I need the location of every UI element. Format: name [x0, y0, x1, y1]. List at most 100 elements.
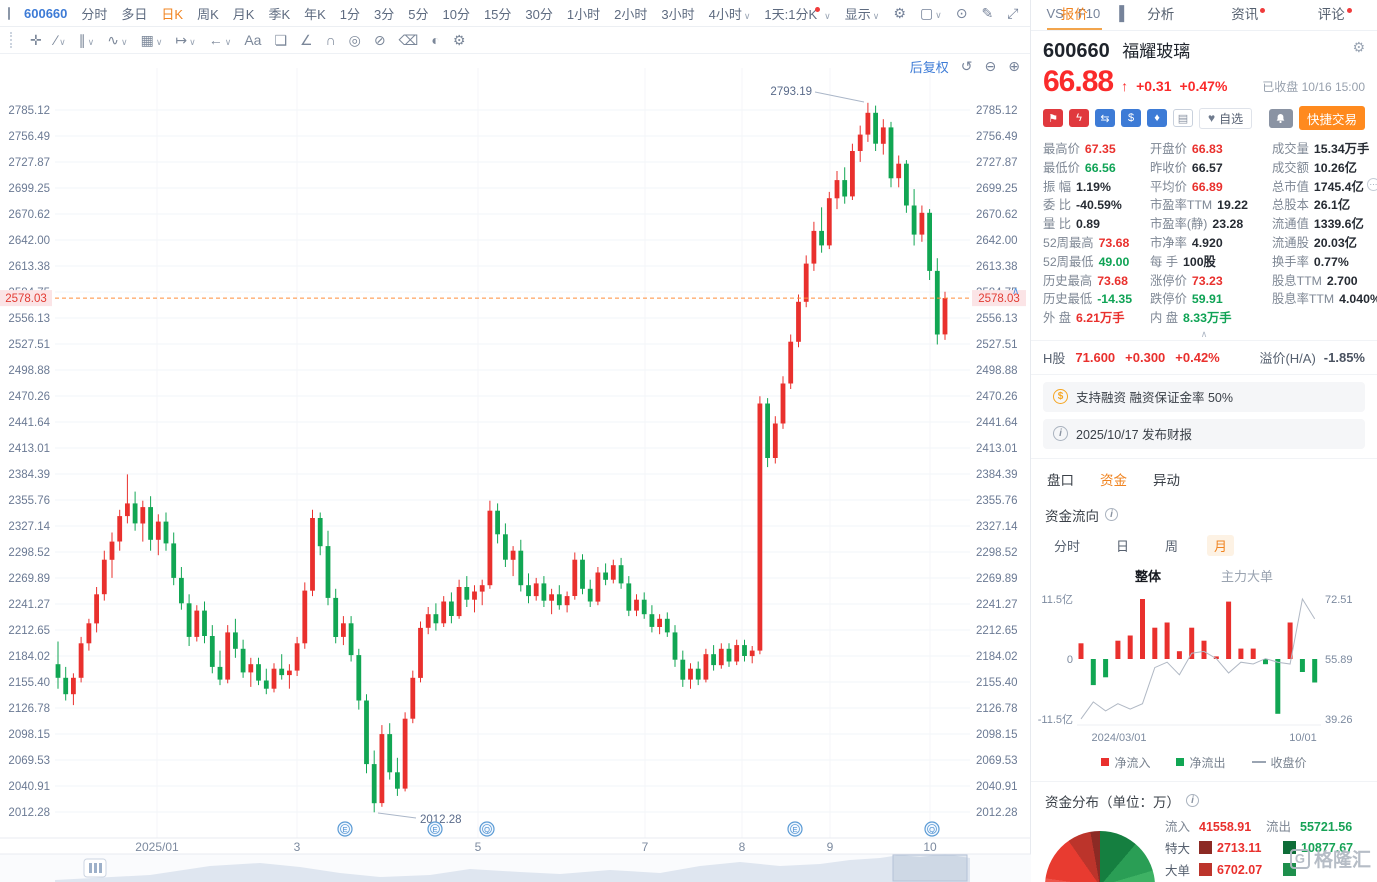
- text-icon[interactable]: Aa: [244, 32, 262, 48]
- period-5分[interactable]: 5分: [408, 6, 429, 22]
- period-15分[interactable]: 15分: [483, 6, 512, 22]
- zoom-out-icon[interactable]: ⊖: [984, 58, 997, 74]
- svg-text:2699.25: 2699.25: [8, 183, 50, 195]
- range-tab-月[interactable]: 月: [1207, 534, 1235, 556]
- svg-text:2024/03/01: 2024/03/01: [1091, 732, 1146, 744]
- right-panel-toggle-icon[interactable]: ▐: [1114, 5, 1125, 21]
- undo-icon[interactable]: ↺: [960, 58, 973, 74]
- measure-icon[interactable]: ↦ ∨: [175, 31, 196, 48]
- period-1小时[interactable]: 1小时: [566, 6, 601, 22]
- period-3小时[interactable]: 3小时: [661, 6, 695, 22]
- display-menu[interactable]: 显示 ∨: [844, 6, 880, 22]
- kline-canvas[interactable]: 2785.12 2785.12 2756.49 2756.49 2727.87 2727.…: [0, 54, 1031, 882]
- margin-notice[interactable]: $ 支持融资 融资保证金率 50%: [1043, 381, 1365, 412]
- stat-col3-6: 换手率 0.77%: [1272, 254, 1349, 269]
- svg-text:2212.65: 2212.65: [8, 625, 50, 637]
- earnings-notice[interactable]: i 2025/10/17 发布财报: [1043, 418, 1365, 449]
- scroll-latest-arrow[interactable]: ∧: [1012, 286, 1020, 297]
- hide-icon[interactable]: ⊘: [373, 31, 386, 48]
- add-favorite-button[interactable]: ♥ 自选: [1199, 107, 1253, 129]
- cn-market-badge[interactable]: ⚑: [1043, 109, 1063, 127]
- angle-icon[interactable]: ∠: [300, 31, 313, 48]
- tab-comments[interactable]: 评论: [1291, 0, 1377, 30]
- svg-text:2613.38: 2613.38: [976, 261, 1018, 273]
- pencil-icon[interactable]: ✎: [981, 4, 994, 21]
- range-tab-分时[interactable]: 分时: [1054, 538, 1081, 554]
- tab-quote[interactable]: 报价: [1031, 0, 1118, 30]
- period-10分[interactable]: 10分: [442, 6, 470, 22]
- settings-icon[interactable]: ⚙: [452, 31, 466, 48]
- more-icon[interactable]: ⋯: [1366, 177, 1377, 191]
- svg-text:2785.12: 2785.12: [8, 105, 50, 117]
- legend-inflow[interactable]: 净流入: [1101, 754, 1150, 771]
- green-swatch-icon: [1176, 758, 1185, 767]
- move-icon[interactable]: ✛: [30, 31, 42, 48]
- period-年K[interactable]: 年K: [304, 6, 326, 22]
- pattern-icon[interactable]: ▦ ∨: [140, 31, 163, 48]
- period-3分[interactable]: 3分: [374, 6, 395, 22]
- channel-icon[interactable]: ∥ ∨: [78, 31, 95, 48]
- info-icon[interactable]: i: [1186, 794, 1199, 808]
- watermark: G 格隆汇: [1289, 845, 1371, 872]
- legend-outflow[interactable]: 净流出: [1176, 754, 1226, 771]
- drag-handle[interactable]: [10, 32, 15, 48]
- dollar-badge[interactable]: $: [1121, 109, 1141, 127]
- window-icon[interactable]: [8, 6, 10, 20]
- stat-col3-8: 股息率TTM 4.040%: [1272, 292, 1377, 307]
- alert-bell-button[interactable]: [1268, 108, 1293, 128]
- flow-range-tabs: 分时 日 周 月: [1031, 527, 1377, 558]
- compare-icon[interactable]: ◐: [431, 32, 440, 48]
- bookmark-badge[interactable]: ▤: [1173, 109, 1193, 127]
- period-月K[interactable]: 月K: [232, 6, 255, 22]
- period-多日[interactable]: 多日: [121, 6, 148, 22]
- range-tab-周[interactable]: 周: [1165, 538, 1179, 554]
- tab-news[interactable]: 资讯: [1204, 0, 1291, 30]
- period-日K[interactable]: 日K: [161, 6, 184, 22]
- wave-icon[interactable]: ∿ ∨: [107, 31, 128, 48]
- hshare-row[interactable]: H股 71.600 +0.300 +0.42% 溢价(H/A) -1.85%: [1031, 339, 1377, 375]
- trend-line-icon[interactable]: ∕ ∨: [54, 32, 66, 48]
- tag-badge[interactable]: ♦: [1147, 109, 1167, 127]
- layout-icon[interactable]: ▢ ∨: [919, 4, 942, 21]
- symbol-label[interactable]: 600660: [24, 5, 68, 21]
- period-30分[interactable]: 30分: [525, 6, 553, 22]
- candlestick-chart[interactable]: 后复权 ↺ ⊖ ⊕ 2785.12 2785.12 2756.49 2756.49 27…: [0, 54, 1031, 882]
- continuous-icon[interactable]: ◎: [348, 31, 361, 48]
- vs-button[interactable]: VS: [1046, 5, 1064, 21]
- zoom-in-icon[interactable]: ⊕: [1008, 58, 1020, 74]
- camera-icon[interactable]: ⊙: [955, 4, 968, 21]
- tab-analysis[interactable]: 分析: [1147, 7, 1175, 22]
- svg-text:2441.64: 2441.64: [8, 417, 50, 429]
- period-4hour[interactable]: 4小时 ∨: [708, 6, 751, 22]
- svg-text:10/01: 10/01: [1289, 732, 1317, 744]
- info-icon[interactable]: i: [1105, 508, 1118, 522]
- legend-close-price[interactable]: 收盘价: [1251, 754, 1307, 771]
- quick-trade-button[interactable]: 快捷交易: [1298, 106, 1365, 130]
- period-分时[interactable]: 分时: [81, 6, 108, 22]
- tab-movements[interactable]: 异动: [1153, 472, 1180, 488]
- period-1分[interactable]: 1分: [339, 6, 361, 22]
- fund-flow-chart[interactable]: 11.5亿 72.51 0 55.89 -11.5亿 39.26 2024/03/01 10/…: [1031, 585, 1377, 752]
- settings-icon[interactable]: ⚙: [893, 4, 906, 21]
- kline-mode-select[interactable]: 1天:1分K ∨: [764, 6, 831, 22]
- series-main-orders[interactable]: 主力大单: [1221, 568, 1274, 584]
- chevron-down-icon: ∨: [224, 37, 232, 47]
- arrow-icon[interactable]: ← ∨: [208, 32, 232, 48]
- collapse-stats-arrow[interactable]: ∧: [1200, 328, 1208, 339]
- period-2小时[interactable]: 2小时: [614, 6, 648, 22]
- magnet-icon[interactable]: ∩: [325, 32, 336, 48]
- fullscreen-icon[interactable]: ⤢: [1007, 4, 1019, 21]
- tab-funds[interactable]: 资金: [1100, 472, 1127, 488]
- period-季K[interactable]: 季K: [268, 6, 291, 22]
- comment-icon[interactable]: ❏: [274, 31, 288, 48]
- adjust-mode-link[interactable]: 后复权: [909, 60, 949, 75]
- series-overall[interactable]: 整体: [1134, 568, 1161, 584]
- f10-button[interactable]: F10: [1077, 5, 1101, 21]
- gear-icon[interactable]: ⚙: [1352, 39, 1365, 55]
- delete-icon[interactable]: ⌫: [398, 31, 419, 48]
- margin-badge[interactable]: ϟ: [1069, 109, 1089, 127]
- period-周K[interactable]: 周K: [197, 6, 219, 22]
- range-tab-日[interactable]: 日: [1116, 538, 1130, 554]
- tab-order-book[interactable]: 盘口: [1047, 472, 1074, 488]
- connect-badge[interactable]: ⇆: [1095, 109, 1115, 127]
